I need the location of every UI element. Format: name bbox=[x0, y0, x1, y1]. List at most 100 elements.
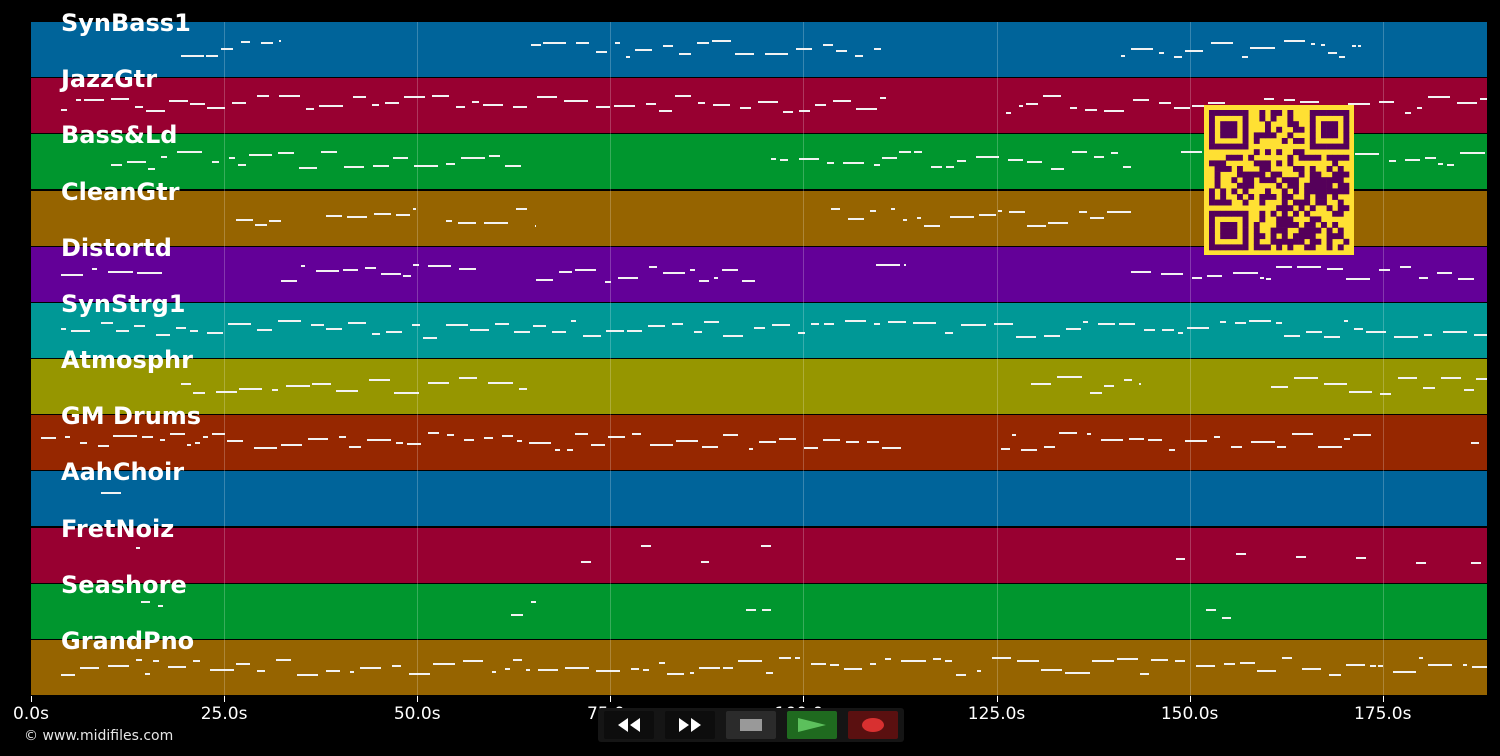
midi-note bbox=[679, 53, 691, 55]
midi-note bbox=[998, 209, 1002, 212]
midi-note bbox=[1079, 210, 1087, 213]
midi-note bbox=[870, 662, 876, 665]
track-lane[interactable]: Distortd bbox=[31, 235, 1487, 302]
midi-note bbox=[823, 439, 840, 442]
midi-note bbox=[804, 447, 818, 450]
midi-note bbox=[596, 106, 610, 109]
midi-note bbox=[903, 218, 907, 221]
midi-note bbox=[98, 445, 109, 448]
midi-note bbox=[1284, 99, 1295, 102]
midi-note bbox=[762, 608, 771, 611]
midi-note bbox=[1041, 668, 1062, 671]
midi-note bbox=[1348, 103, 1370, 106]
midi-note bbox=[1101, 439, 1123, 442]
midi-note bbox=[511, 613, 523, 616]
midi-note bbox=[207, 331, 223, 334]
midi-note bbox=[1111, 152, 1118, 155]
midi-note bbox=[1235, 321, 1246, 324]
midi-note bbox=[1251, 441, 1275, 444]
rewind-button[interactable] bbox=[604, 711, 654, 739]
midi-note bbox=[1104, 110, 1124, 113]
midi-note bbox=[432, 95, 449, 98]
midi-note bbox=[1297, 265, 1321, 268]
midi-note bbox=[326, 669, 340, 672]
midi-note bbox=[423, 336, 437, 339]
midi-note bbox=[1065, 671, 1090, 674]
record-button[interactable] bbox=[848, 711, 898, 739]
midi-note bbox=[1380, 393, 1391, 396]
track-lane[interactable]: Atmosphr bbox=[31, 347, 1487, 415]
midi-note bbox=[631, 667, 639, 670]
midi-note bbox=[833, 100, 851, 103]
midi-note bbox=[759, 441, 776, 444]
midi-note bbox=[1264, 98, 1274, 101]
midi-note bbox=[1471, 561, 1481, 564]
midi-note bbox=[269, 219, 281, 222]
midi-note bbox=[414, 165, 438, 168]
track-lane[interactable]: Seashore bbox=[31, 572, 1487, 639]
time-gridline bbox=[996, 22, 998, 696]
midi-note bbox=[1460, 152, 1485, 155]
track-label: AahChoir bbox=[61, 458, 185, 487]
track-label: CleanGtr bbox=[61, 177, 180, 206]
axis-tick-label: 175.0s bbox=[1353, 704, 1412, 724]
midi-note bbox=[505, 165, 521, 168]
midi-note bbox=[957, 160, 966, 163]
midi-note bbox=[1321, 44, 1325, 46]
axis-tick bbox=[1189, 696, 1191, 702]
play-button[interactable] bbox=[787, 711, 837, 739]
midi-note bbox=[1327, 267, 1343, 270]
midi-note bbox=[564, 100, 588, 103]
midi-note bbox=[177, 151, 202, 154]
midi-note bbox=[142, 436, 153, 439]
midi-note bbox=[676, 440, 698, 443]
midi-note bbox=[596, 51, 607, 53]
midi-note bbox=[1344, 438, 1350, 441]
midi-note bbox=[1144, 328, 1155, 331]
fast-forward-button[interactable] bbox=[665, 711, 715, 739]
midi-note bbox=[428, 264, 451, 267]
midi-note bbox=[353, 96, 366, 99]
midi-note bbox=[365, 266, 376, 269]
midi-note bbox=[212, 433, 225, 436]
midi-note bbox=[1443, 330, 1467, 333]
midi-note bbox=[699, 279, 709, 282]
midi-note bbox=[372, 104, 379, 107]
axis-tick-label: 125.0s bbox=[967, 704, 1026, 724]
midi-note bbox=[702, 446, 718, 449]
midi-note bbox=[446, 219, 452, 222]
midi-note bbox=[1302, 667, 1321, 670]
midi-note bbox=[241, 41, 250, 43]
track-lane[interactable]: SynStrg1 bbox=[31, 291, 1487, 358]
track-lane[interactable]: GrandPno bbox=[31, 628, 1487, 695]
midi-note bbox=[845, 319, 866, 322]
midi-note bbox=[1151, 658, 1168, 661]
midi-note bbox=[761, 544, 771, 547]
midi-note bbox=[393, 157, 408, 160]
midi-note bbox=[1224, 662, 1235, 665]
midi-note bbox=[779, 656, 791, 659]
midi-note bbox=[543, 42, 566, 44]
midi-note bbox=[488, 382, 513, 385]
track-lane[interactable]: FretNoiz bbox=[31, 516, 1487, 583]
midi-note bbox=[517, 440, 522, 443]
midi-note bbox=[1416, 561, 1426, 564]
midi-note bbox=[195, 442, 200, 445]
midi-note bbox=[278, 319, 301, 322]
midi-note bbox=[531, 44, 541, 46]
midi-note bbox=[279, 95, 300, 98]
track-label: SynStrg1 bbox=[61, 289, 186, 318]
track-lane[interactable]: AahChoir bbox=[31, 459, 1487, 527]
midi-note bbox=[276, 658, 291, 661]
track-lane[interactable]: SynBass1 bbox=[31, 10, 1487, 77]
midi-note bbox=[80, 666, 99, 669]
midi-note bbox=[261, 42, 273, 44]
midi-note bbox=[181, 55, 204, 57]
stop-button[interactable] bbox=[726, 711, 776, 739]
piano-roll[interactable]: SynBass1 JazzGtr Bass&Ld CleanGtr Distortd Sy… bbox=[31, 10, 1487, 696]
qr-code-pattern bbox=[1209, 110, 1350, 251]
midi-note bbox=[1458, 277, 1474, 280]
midi-note bbox=[1393, 670, 1416, 673]
midi-note bbox=[1211, 42, 1233, 44]
midi-note bbox=[193, 659, 200, 662]
